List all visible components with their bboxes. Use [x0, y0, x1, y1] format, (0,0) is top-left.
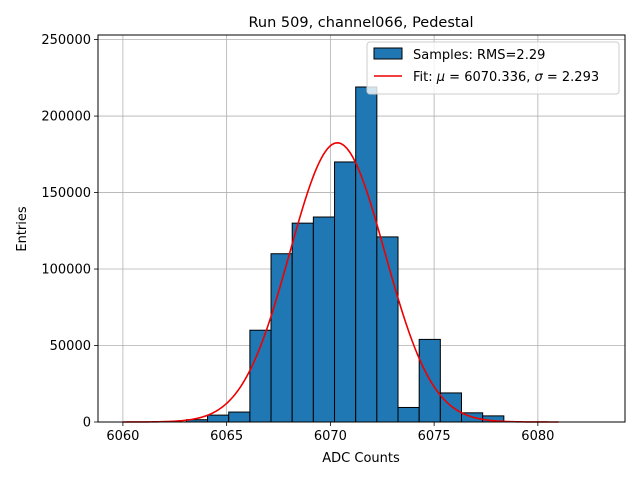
axes-frame — [97, 34, 626, 423]
x-tick-label: 6065 — [210, 429, 243, 444]
histogram-bar — [376, 236, 399, 423]
histogram-bar — [291, 222, 314, 423]
y-axis-ticks: 0 50000 100000 150000 200000 250000 — [41, 33, 98, 431]
histogram-bar — [397, 406, 420, 423]
legend-fit-sigma-value: = 2.293 — [543, 70, 599, 85]
legend: Samples: RMS=2.29 Fit: μ = 6070.336, σ =… — [366, 41, 620, 95]
histogram-bar — [439, 392, 463, 423]
legend-fit-sigma-symbol: σ — [535, 70, 544, 85]
x-tick-label: 6080 — [521, 429, 554, 444]
plot-area — [97, 34, 626, 423]
x-tick-label: 6060 — [106, 429, 139, 444]
legend-histogram-swatch — [373, 47, 403, 60]
y-tick-label: 100000 — [41, 263, 91, 278]
y-tick-label: 0 — [83, 416, 91, 431]
x-tick-label: 6075 — [418, 429, 451, 444]
legend-fit-mu-value: = 6070.336, — [445, 70, 534, 85]
legend-fit-label: Fit: μ = 6070.336, σ = 2.293 — [413, 70, 599, 85]
x-axis-ticks: 6060 6065 6070 6075 6080 — [106, 422, 554, 444]
histogram-bar — [207, 414, 230, 423]
legend-fit-prefix: Fit: — [413, 70, 437, 85]
legend-box — [366, 41, 620, 95]
histogram-bar — [355, 86, 378, 423]
y-tick-label: 50000 — [50, 339, 91, 354]
y-tick-label: 200000 — [41, 110, 91, 125]
y-tick-label: 250000 — [41, 33, 91, 48]
histogram-bar — [228, 411, 251, 423]
chart-title: Run 509, channel066, Pedestal — [248, 15, 473, 31]
x-axis-label: ADC Counts — [322, 451, 400, 466]
histogram-bar — [312, 216, 336, 423]
fit-curve — [122, 142, 559, 423]
legend-fit-mu-symbol: μ — [436, 70, 445, 85]
legend-histogram-label: Samples: RMS=2.29 — [413, 48, 545, 63]
histogram-bar — [334, 161, 357, 423]
histogram-bar — [249, 329, 272, 423]
y-tick-label: 150000 — [41, 186, 91, 201]
y-axis-label: Entries — [15, 206, 30, 252]
x-tick-label: 6070 — [314, 429, 347, 444]
histogram-bars — [185, 86, 505, 423]
